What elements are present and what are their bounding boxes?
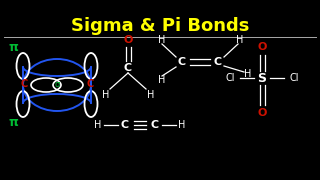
- Text: H: H: [244, 69, 252, 79]
- Text: O: O: [123, 35, 133, 45]
- Text: O: O: [257, 42, 267, 52]
- Text: S: S: [258, 71, 267, 84]
- Text: H: H: [94, 120, 102, 130]
- Text: H: H: [102, 90, 110, 100]
- Text: C: C: [86, 79, 94, 89]
- Text: C: C: [178, 57, 186, 67]
- Text: O: O: [257, 108, 267, 118]
- Text: H: H: [147, 90, 155, 100]
- Text: π: π: [8, 116, 18, 129]
- Text: Cl: Cl: [225, 73, 235, 83]
- Text: C: C: [151, 120, 159, 130]
- Text: H: H: [178, 120, 186, 130]
- Text: C: C: [20, 79, 28, 89]
- Text: C: C: [214, 57, 222, 67]
- Text: π: π: [8, 40, 18, 53]
- Text: H: H: [158, 75, 166, 85]
- Text: Sigma & Pi Bonds: Sigma & Pi Bonds: [71, 17, 249, 35]
- Text: H: H: [236, 35, 244, 45]
- Text: σ: σ: [54, 80, 60, 89]
- Text: C: C: [124, 63, 132, 73]
- Text: H: H: [158, 35, 166, 45]
- Text: Cl: Cl: [289, 73, 299, 83]
- Text: C: C: [121, 120, 129, 130]
